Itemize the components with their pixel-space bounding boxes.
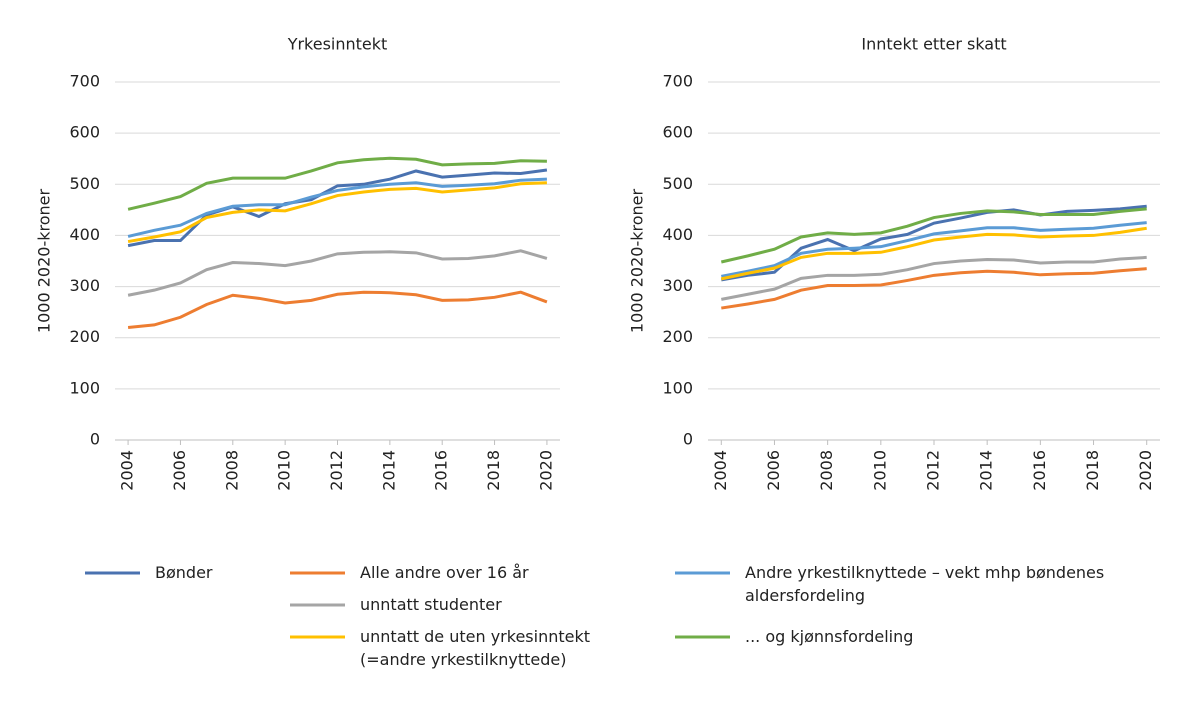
y-tick-label: 700 [662,72,693,91]
legend-label: Alle andre over 16 år [360,563,529,582]
y-axis-label: 1000 2020-kroner [628,189,647,334]
chart-title: Yrkesinntekt [287,35,388,54]
series-line [721,255,1147,301]
x-tick-label: 2014 [379,450,398,491]
x-tick-label: 2008 [817,450,836,491]
series-line [720,226,1147,281]
x-tick-label: 2014 [977,450,996,491]
series-line [720,207,1147,264]
y-tick-label: 600 [69,123,100,142]
legend-label: Bønder [155,563,213,582]
x-tick-label: 2020 [536,450,555,491]
x-tick-label: 2004 [711,450,730,491]
x-tick-label: 2018 [1083,450,1102,491]
y-tick-label: 100 [69,378,100,397]
series-line [127,168,548,248]
series-line [127,249,548,297]
x-tick-label: 2004 [118,450,137,491]
series-line [127,290,548,329]
y-tick-label: 400 [69,225,100,244]
x-tick-label: 2006 [764,450,783,491]
y-tick-label: 0 [683,430,693,449]
legend-label: ... og kjønnsfordeling [745,627,914,646]
y-tick-label: 500 [662,174,693,193]
chart-title: Inntekt etter skatt [861,35,1006,54]
y-tick-label: 300 [662,276,693,295]
legend-label: unntatt studenter [360,595,502,614]
x-tick-label: 2020 [1136,450,1155,491]
series-line [721,221,1147,278]
y-tick-label: 100 [662,378,693,397]
x-tick-label: 2018 [484,450,503,491]
y-tick-label: 700 [69,72,100,91]
y-tick-label: 400 [662,225,693,244]
series-line [127,181,547,244]
series-line [721,267,1147,310]
legend-label: Andre yrkestilknyttede – vekt mhp bønden… [745,563,1105,605]
x-tick-label: 2016 [1030,450,1049,491]
y-tick-label: 300 [69,276,100,295]
legend-label: unntatt de uten yrkesinntekt (=andre yrk… [360,627,591,669]
x-tick-label: 2010 [275,450,294,491]
y-axis-label: 1000 2020-kroner [35,189,54,334]
y-tick-label: 600 [662,123,693,142]
x-tick-label: 2006 [170,450,189,491]
y-tick-label: 500 [69,174,100,193]
series-line [127,156,547,211]
x-tick-label: 2008 [222,450,241,491]
x-tick-label: 2012 [327,450,346,491]
x-tick-label: 2016 [432,450,451,491]
y-tick-label: 200 [662,327,693,346]
series-line [127,177,547,238]
y-tick-label: 200 [69,327,100,346]
y-tick-label: 0 [90,430,100,449]
x-tick-label: 2012 [924,450,943,491]
x-tick-label: 2010 [870,450,889,491]
